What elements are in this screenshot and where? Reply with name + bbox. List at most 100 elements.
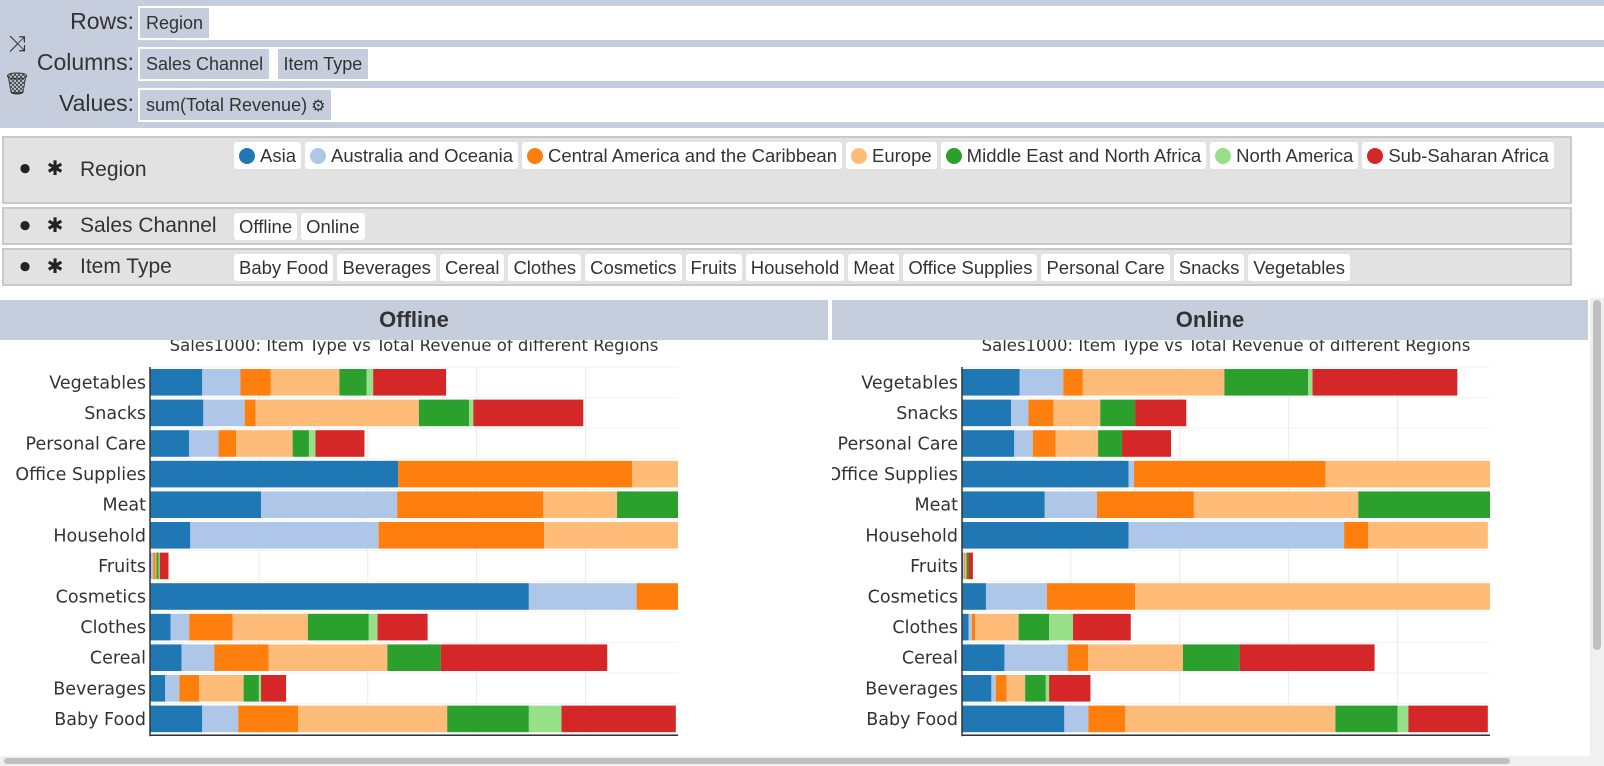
bar-cosmetics-europe[interactable] [1135,583,1490,610]
bar-baby-food-central-america-and-the-caribbean[interactable] [238,705,299,733]
bar-office-supplies-europe[interactable] [1325,460,1490,488]
filter-chip-middle-east-and-north-africa[interactable]: Middle East and North Africa [940,142,1207,169]
filter-chip-meat[interactable]: Meat [848,254,900,281]
bar-household-australia-and-oceania[interactable] [190,522,379,549]
trash-icon[interactable]: 🗑 [3,71,31,96]
filter-chip-beverages[interactable]: Beverages [337,254,436,281]
bar-vegetables-central-america-and-the-caribbean[interactable] [1063,369,1083,396]
bar-beverages-north-america[interactable] [1045,675,1050,702]
bar-personal-care-central-america-and-the-caribbean[interactable] [1032,430,1056,457]
bar-vegetables-australia-and-oceania[interactable] [202,369,241,396]
bar-cereal-central-america-and-the-caribbean[interactable] [1067,644,1089,671]
bar-clothes-asia[interactable] [150,613,171,641]
bar-clothes-central-america-and-the-caribbean[interactable] [971,613,976,641]
filter-chip-online[interactable]: Online [301,213,365,240]
bar-cereal-europe[interactable] [1088,644,1183,671]
filter-chip-office-supplies[interactable]: Office Supplies [903,254,1038,281]
filter-chip-snacks[interactable]: Snacks [1173,254,1245,281]
bar-vegetables-north-america[interactable] [366,369,374,396]
bar-clothes-middle-east-and-north-africa[interactable] [307,613,369,641]
bar-meat-asia[interactable] [962,491,1045,518]
bar-cosmetics-asia[interactable] [962,583,986,610]
bar-meat-australia-and-oceania[interactable] [261,491,398,518]
bar-snacks-central-america-and-the-caribbean[interactable] [244,399,256,427]
bar-fruits-australia-and-oceania[interactable] [963,552,965,580]
bar-fruits-middle-east-and-north-africa[interactable] [156,552,159,580]
asterisk-icon[interactable]: ✱ [46,256,64,278]
bar-baby-food-north-america[interactable] [1397,705,1409,733]
shuffle-icon[interactable]: ⤨ [8,31,26,56]
filter-chip-central-america-and-the-caribbean[interactable]: Central America and the Caribbean [522,142,843,169]
bar-baby-food-asia[interactable] [962,705,1065,733]
bar-cereal-sub-saharan-africa[interactable] [1239,644,1375,671]
vertical-scrollbar[interactable] [1590,298,1604,766]
bar-fruits-europe[interactable] [965,552,967,580]
bar-personal-care-asia[interactable] [150,430,190,457]
bar-baby-food-sub-saharan-africa[interactable] [561,705,676,733]
bar-personal-care-australia-and-oceania[interactable] [1014,430,1033,457]
bar-cereal-central-america-and-the-caribbean[interactable] [214,644,269,671]
bar-household-central-america-and-the-caribbean[interactable] [1344,522,1369,549]
bar-beverages-asia[interactable] [962,675,992,702]
bar-beverages-north-america[interactable] [258,675,262,702]
bar-fruits-europe[interactable] [155,552,157,580]
bar-personal-care-middle-east-and-north-africa[interactable] [292,430,309,457]
toggle-icon[interactable]: ⏺ [20,215,30,237]
bar-office-supplies-central-america-and-the-caribbean[interactable] [398,460,633,488]
vertical-scroll-thumb[interactable] [1593,300,1601,650]
filter-chip-europe[interactable]: Europe [846,142,937,169]
bar-baby-food-central-america-and-the-caribbean[interactable] [1088,705,1126,733]
bar-clothes-sub-saharan-africa[interactable] [377,613,428,641]
bar-fruits-north-america[interactable] [158,552,160,580]
bar-household-central-america-and-the-caribbean[interactable] [378,522,545,549]
bar-clothes-europe[interactable] [975,613,1019,641]
bar-office-supplies-central-america-and-the-caribbean[interactable] [1134,460,1326,488]
bar-clothes-australia-and-oceania[interactable] [170,613,190,641]
bar-vegetables-europe[interactable] [270,369,340,396]
columns-pill-item-type[interactable]: Item Type [277,49,369,79]
bar-beverages-asia[interactable] [150,675,166,702]
bar-vegetables-asia[interactable] [962,369,1020,396]
filter-chip-sub-saharan-africa[interactable]: Sub-Saharan Africa [1362,142,1554,169]
bar-snacks-sub-saharan-africa[interactable] [473,399,584,427]
bar-clothes-australia-and-oceania[interactable] [968,613,972,641]
bar-baby-food-australia-and-oceania[interactable] [1064,705,1089,733]
asterisk-icon[interactable]: ✱ [46,215,64,237]
rows-drop-box[interactable]: Region [138,6,1604,40]
bar-beverages-europe[interactable] [198,675,244,702]
bar-cereal-europe[interactable] [268,644,388,671]
bar-beverages-middle-east-and-north-africa[interactable] [1025,675,1046,702]
values-drop-box[interactable]: sum(Total Revenue) ⚙ [138,88,1604,122]
bar-household-asia[interactable] [150,522,191,549]
horizontal-scrollbar[interactable] [0,756,1590,766]
asterisk-icon[interactable]: ✱ [46,158,64,180]
bar-snacks-australia-and-oceania[interactable] [1010,399,1029,427]
filter-chip-baby-food[interactable]: Baby Food [234,254,334,281]
horizontal-scroll-thumb[interactable] [4,758,1510,764]
bar-cereal-sub-saharan-africa[interactable] [440,644,608,671]
bar-beverages-central-america-and-the-caribbean[interactable] [179,675,199,702]
bar-beverages-central-america-and-the-caribbean[interactable] [995,675,1007,702]
filter-chip-cosmetics[interactable]: Cosmetics [585,254,682,281]
bar-baby-food-australia-and-oceania[interactable] [202,705,239,733]
bar-beverages-sub-saharan-africa[interactable] [261,675,287,702]
bar-snacks-central-america-and-the-caribbean[interactable] [1028,399,1054,427]
bar-meat-middle-east-and-north-africa[interactable] [1358,491,1490,518]
bar-baby-food-asia[interactable] [150,705,203,733]
bar-vegetables-sub-saharan-africa[interactable] [1312,369,1458,396]
bar-household-australia-and-oceania[interactable] [1128,522,1345,549]
bar-personal-care-europe[interactable] [1055,430,1099,457]
bar-office-supplies-asia[interactable] [962,460,1129,488]
filter-chip-north-america[interactable]: North America [1210,142,1359,169]
bar-household-europe[interactable] [544,522,678,549]
bar-baby-food-middle-east-and-north-africa[interactable] [447,705,529,733]
values-pill-total-revenue[interactable]: sum(Total Revenue) ⚙ [140,90,332,120]
bar-fruits-sub-saharan-africa[interactable] [968,552,973,580]
bar-personal-care-sub-saharan-africa[interactable] [315,430,365,457]
bar-baby-food-middle-east-and-north-africa[interactable] [1335,705,1398,733]
bar-vegetables-middle-east-and-north-africa[interactable] [1224,369,1309,396]
bar-clothes-asia[interactable] [962,613,969,641]
bar-personal-care-middle-east-and-north-africa[interactable] [1098,430,1123,457]
bar-personal-care-sub-saharan-africa[interactable] [1122,430,1172,457]
bar-clothes-central-america-and-the-caribbean[interactable] [189,613,233,641]
